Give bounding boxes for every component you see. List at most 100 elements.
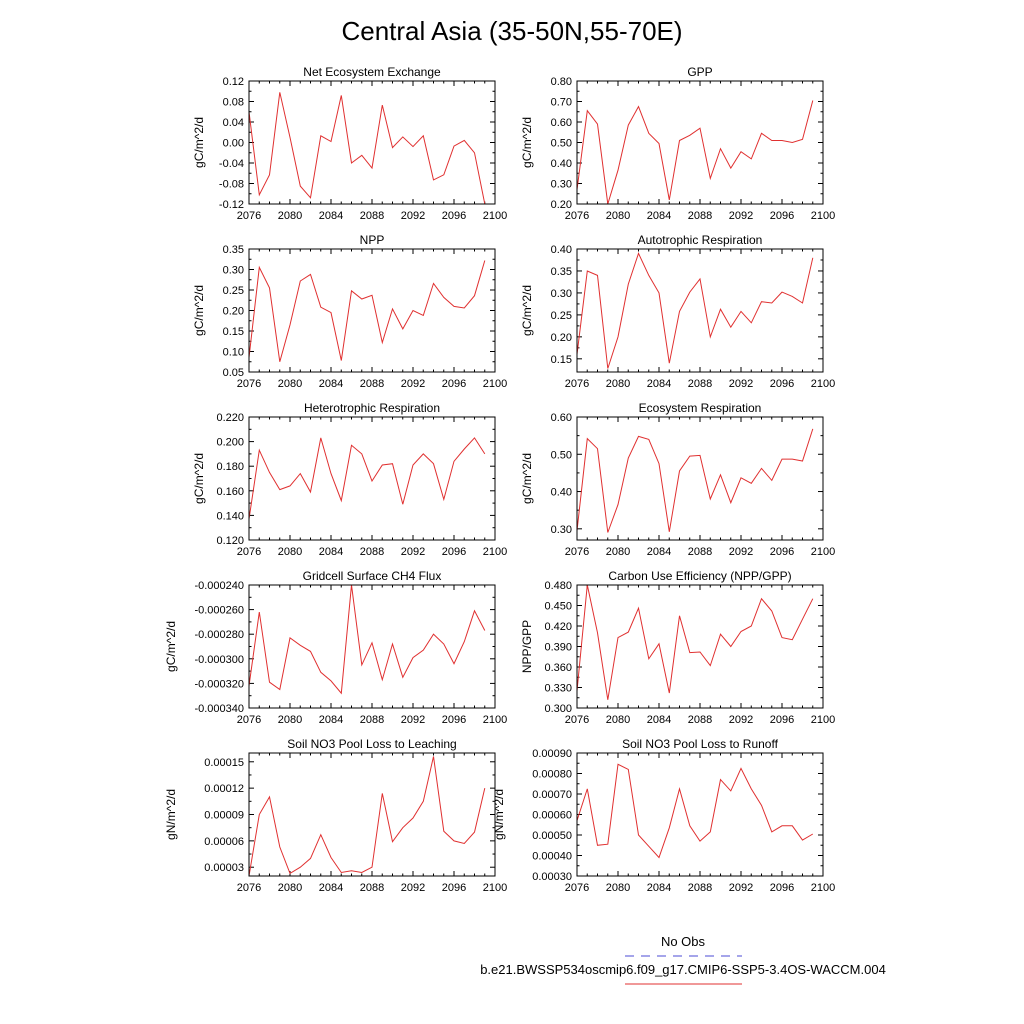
x-tick-label: 2088 [688,378,712,390]
x-tick-label: 2080 [606,546,630,558]
y-tick-label: 0.120 [216,535,244,547]
y-tick-label: 0.200 [216,437,244,449]
x-tick-label: 2076 [565,546,589,558]
y-tick-label: 0.60 [551,412,572,424]
y-tick-label: 0.00040 [532,851,572,863]
chart-panel: Soil NO3 Pool Loss to Runoff gN/m^2/d 2076… [492,737,835,894]
y-tick-label: 0.00009 [204,810,244,822]
panel-ylabel: gC/m^2/d [192,453,206,504]
x-tick-label: 2092 [729,546,753,558]
x-tick-label: 2076 [237,210,261,222]
x-tick-label: 2100 [483,546,507,558]
x-tick-label: 2092 [401,546,425,558]
y-tick-label: -0.000320 [194,678,244,690]
y-tick-label: 0.10 [223,347,244,359]
y-tick-label: 0.15 [551,354,572,366]
plot-frame [248,80,496,205]
x-tick-label: 2084 [319,714,343,726]
x-tick-label: 2080 [278,714,302,726]
panel-title: Soil NO3 Pool Loss to Leaching [287,737,456,751]
y-tick-label: 0.25 [223,285,244,297]
x-tick-label: 2100 [483,378,507,390]
y-tick-label: 0.00012 [204,783,244,795]
y-tick-label: 0.80 [551,76,572,88]
x-tick-label: 2096 [442,882,466,894]
series-line [249,92,486,204]
x-tick-label: 2084 [647,714,671,726]
panel-title: Net Ecosystem Exchange [303,65,441,79]
y-tick-label: 0.450 [544,601,572,613]
panel-title: Heterotrophic Respiration [304,401,440,415]
y-tick-label: 0.00050 [532,830,572,842]
y-tick-label: 0.480 [544,580,572,592]
y-tick-label: 0.15 [223,326,244,338]
x-tick-label: 2080 [278,882,302,894]
y-tick-label: 0.220 [216,412,244,424]
x-tick-label: 2084 [647,882,671,894]
x-tick-label: 2100 [483,210,507,222]
y-tick-label: -0.04 [219,158,244,170]
y-tick-label: 0.70 [551,97,572,109]
x-tick-label: 2100 [811,546,835,558]
series-line [249,585,486,695]
x-tick-label: 2080 [606,882,630,894]
x-tick-label: 2092 [401,210,425,222]
panel-ylabel: gC/m^2/d [520,453,534,504]
x-tick-label: 2088 [360,378,384,390]
x-tick-label: 2080 [606,210,630,222]
x-tick-label: 2084 [319,882,343,894]
panels: Net Ecosystem Exchange gC/m^2/d 2076 2080 20… [164,65,835,894]
x-tick-label: 2092 [401,882,425,894]
panel-title: Gridcell Surface CH4 Flux [303,569,442,583]
plot-frame [576,584,824,709]
x-tick-label: 2080 [278,546,302,558]
y-tick-label: -0.000260 [194,605,244,617]
x-tick-label: 2092 [401,714,425,726]
plot-frame [248,584,496,709]
panel-ylabel: gC/m^2/d [520,285,534,336]
y-tick-label: 0.30 [551,524,572,536]
x-tick-label: 2088 [360,714,384,726]
chart-panel: Carbon Use Efficiency (NPP/GPP) NPP/GPP 20… [520,569,835,726]
y-tick-label: -0.000340 [194,703,244,715]
chart-panel: Soil NO3 Pool Loss to Leaching gN/m^2/d 20… [164,737,507,894]
y-tick-label: 0.00006 [204,836,244,848]
x-tick-label: 2088 [360,546,384,558]
x-tick-label: 2088 [688,714,712,726]
x-tick-label: 2088 [688,546,712,558]
x-tick-label: 2096 [442,714,466,726]
y-tick-label: 0.140 [216,510,244,522]
panel-ylabel: gC/m^2/d [192,117,206,168]
x-tick-label: 2088 [688,210,712,222]
y-tick-label: -0.12 [219,199,244,211]
plot-frame [576,416,824,541]
x-tick-label: 2096 [442,210,466,222]
chart-panel: Heterotrophic Respiration gC/m^2/d 2076 208… [192,401,507,558]
plot-frame [248,416,496,541]
x-tick-label: 2080 [278,378,302,390]
panel-title: Autotrophic Respiration [638,233,763,247]
x-tick-label: 2100 [811,714,835,726]
x-tick-label: 2100 [811,882,835,894]
chart-panel: Autotrophic Respiration gC/m^2/d 2076 2080 2… [520,233,835,390]
x-tick-label: 2092 [729,210,753,222]
x-tick-label: 2076 [565,378,589,390]
x-tick-label: 2080 [606,714,630,726]
y-tick-label: -0.000300 [194,654,244,666]
plot-frame [248,752,496,877]
x-tick-label: 2100 [483,882,507,894]
y-tick-label: 0.40 [551,487,572,499]
x-tick-label: 2080 [278,210,302,222]
y-tick-label: 0.00015 [204,757,244,769]
x-tick-label: 2096 [770,378,794,390]
panel-title: GPP [687,65,712,79]
y-tick-label: -0.08 [219,179,244,191]
series-line [249,756,486,876]
y-tick-label: 0.160 [216,486,244,498]
panel-ylabel: gN/m^2/d [492,789,506,840]
y-tick-label: 0.00 [223,138,244,150]
y-tick-label: 0.08 [223,97,244,109]
series-line [577,428,814,533]
panel-ylabel: gC/m^2/d [164,621,178,672]
